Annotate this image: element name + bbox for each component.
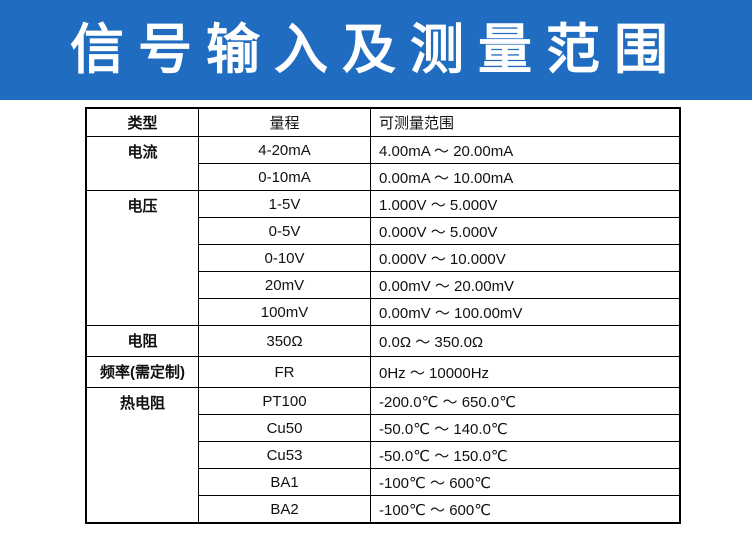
- type-cell: 频率(需定制): [85, 356, 199, 388]
- table-row: 0-10mA 0.00mA ～ 10.00mA: [86, 163, 681, 191]
- measure-cell: 1.000V ～ 5.000V: [370, 190, 681, 218]
- range-cell: 4-20mA: [198, 136, 371, 164]
- column-header: 可测量范围: [370, 107, 681, 137]
- range-cell: 1-5V: [198, 190, 371, 218]
- measure-cell: 0.000V ～ 10.000V: [370, 244, 681, 272]
- table-row: BA2 -100℃ ～ 600℃: [86, 495, 681, 524]
- measure-cell: 0.00mV ～ 20.00mV: [370, 271, 681, 299]
- table-row: 电流 4-20mA 4.00mA ～ 20.00mA: [85, 136, 681, 191]
- table-row: 电压 1-5V 1.000V ～ 5.000V: [85, 190, 681, 326]
- table-row: 20mV 0.00mV ～ 20.00mV: [86, 271, 681, 299]
- measure-cell: -100℃ ～ 600℃: [370, 468, 681, 496]
- table-row: 频率(需定制) FR 0Hz ～ 10000Hz: [85, 356, 681, 388]
- range-cell: PT100: [198, 387, 371, 415]
- table-row: Cu53 -50.0℃ ～ 150.0℃: [86, 441, 681, 469]
- type-cell: 热电阻: [85, 387, 199, 524]
- measure-cell: 0.00mA ～ 10.00mA: [370, 163, 681, 191]
- type-cell: 电流: [85, 136, 199, 191]
- range-cell: 20mV: [198, 271, 371, 299]
- column-header: 类型: [85, 107, 199, 137]
- range-cell: 100mV: [198, 298, 371, 326]
- measure-cell: 0.000V ～ 5.000V: [370, 217, 681, 245]
- type-cell: 电阻: [85, 325, 199, 357]
- range-cell: Cu53: [198, 441, 371, 469]
- range-cell: 0-5V: [198, 217, 371, 245]
- measure-cell: 0Hz ～ 10000Hz: [370, 356, 681, 388]
- range-cell: 350Ω: [198, 325, 371, 357]
- measure-cell: -100℃ ～ 600℃: [370, 495, 681, 524]
- table-row: 电阻 350Ω 0.0Ω ～ 350.0Ω: [85, 325, 681, 357]
- range-table: 类型 量程 可测量范围 电流 4-20mA 4.00mA ～ 20.00mA 0-10mA 0…: [85, 107, 681, 524]
- range-cell: Cu50: [198, 414, 371, 442]
- table-row: 0-10V 0.000V ～ 10.000V: [86, 244, 681, 272]
- measure-cell: 4.00mA ～ 20.00mA: [370, 136, 681, 164]
- table-row: 100mV 0.00mV ～ 100.00mV: [86, 298, 681, 326]
- table-row: BA1 -100℃ ～ 600℃: [86, 468, 681, 496]
- measure-cell: -50.0℃ ～ 150.0℃: [370, 441, 681, 469]
- measure-cell: -50.0℃ ～ 140.0℃: [370, 414, 681, 442]
- measure-cell: -200.0℃ ～ 650.0℃: [370, 387, 681, 415]
- range-cell: 0-10V: [198, 244, 371, 272]
- column-header: 量程: [198, 107, 371, 137]
- type-cell: 电压: [85, 190, 199, 326]
- header-row: 类型 量程 可测量范围: [85, 107, 681, 137]
- measure-cell: 0.00mV ～ 100.00mV: [370, 298, 681, 326]
- title: 信号输入及测量范围: [70, 20, 682, 80]
- table-row: 热电阻 PT100 -200.0℃ ～ 650.0℃: [85, 387, 681, 524]
- range-cell: 0-10mA: [198, 163, 371, 191]
- banner: [0, 0, 752, 100]
- range-cell: FR: [198, 356, 371, 388]
- measure-cell: 0.0Ω ～ 350.0Ω: [370, 325, 681, 357]
- range-cell: BA1: [198, 468, 371, 496]
- range-cell: BA2: [198, 495, 371, 524]
- table-row: Cu50 -50.0℃ ～ 140.0℃: [86, 414, 681, 442]
